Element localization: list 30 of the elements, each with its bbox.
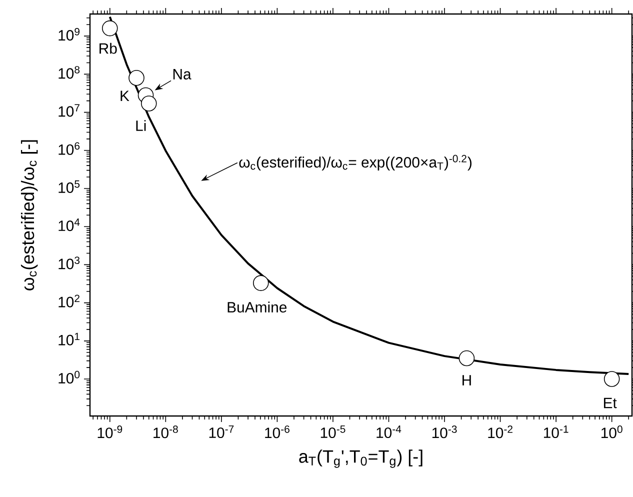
x-tick-label: 10$^{0}$ — [601, 426, 622, 438]
y-tick-label: 10$^{5}$ — [58, 180, 80, 193]
y-tick-label: 10$^{0}$ — [58, 370, 80, 384]
x-tick-label: 10$^{-4}$ — [376, 426, 402, 438]
x-tick-label: 10$^{-8}$ — [154, 426, 178, 438]
text: a$_{T}$(T$_{g}$',T$_{0}$=T$_{g}$) [-] — [299, 450, 422, 468]
x-tick-label: 10$^{-7}$ — [209, 426, 234, 438]
annotation: Na — [173, 69, 192, 80]
x-tick-label: 10$^{-5}$ — [320, 426, 346, 438]
annotation: K — [120, 90, 130, 102]
x-tick-label: 10$^{-1}$ — [544, 426, 568, 438]
annotation: Rb — [100, 42, 117, 54]
text: ω$_{c}$(esterified)/ω$_{c}$= exp((200×a$_{T}$)$^{-0.2}$) — [239, 154, 472, 171]
y-tick-label: 10$^{2}$ — [58, 294, 80, 308]
annotation: BuAmine — [228, 302, 287, 313]
y-tick-label: 10$^{8}$ — [58, 66, 80, 79]
x-tick-label: 10$^{-3}$ — [432, 426, 457, 438]
annotation: Et — [604, 398, 617, 408]
y-tick-label: 10$^{6}$ — [58, 142, 80, 155]
y-tick-label: 10$^{9}$ — [58, 28, 80, 41]
y-axis-title: ω$_{c}$(esterified)/ω$_{c}$ [-] — [20, 140, 38, 290]
y-tick-label: 10$^{7}$ — [58, 104, 80, 117]
y-tick-label: 10$^{1}$ — [58, 332, 80, 346]
x-tick-label: 10$^{-6}$ — [265, 426, 290, 438]
annotation: Li — [136, 120, 146, 131]
x-tick-label: 10$^{-9}$ — [98, 426, 122, 438]
y-tick-label: 10$^{3}$ — [58, 256, 80, 270]
y-tick-label: 10$^{4}$ — [58, 218, 80, 232]
annotation: H — [462, 375, 471, 386]
x-tick-label: 10$^{-2}$ — [488, 426, 512, 438]
